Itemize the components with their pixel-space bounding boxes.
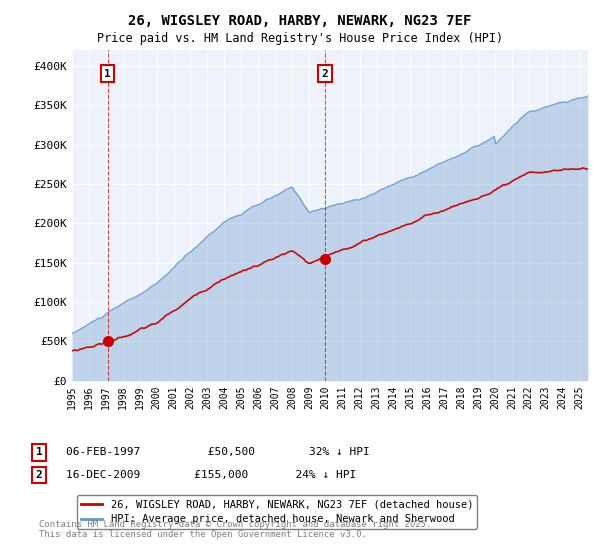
- Text: Contains HM Land Registry data © Crown copyright and database right 2025.
This d: Contains HM Land Registry data © Crown c…: [39, 520, 431, 539]
- Text: 2: 2: [322, 68, 328, 78]
- Legend: 26, WIGSLEY ROAD, HARBY, NEWARK, NG23 7EF (detached house), HPI: Average price, : 26, WIGSLEY ROAD, HARBY, NEWARK, NG23 7E…: [77, 495, 477, 529]
- Text: Price paid vs. HM Land Registry's House Price Index (HPI): Price paid vs. HM Land Registry's House …: [97, 32, 503, 45]
- Text: 1: 1: [104, 68, 111, 78]
- Text: 2: 2: [35, 470, 43, 480]
- Text: 16-DEC-2009        £155,000       24% ↓ HPI: 16-DEC-2009 £155,000 24% ↓ HPI: [66, 470, 356, 480]
- Text: 26, WIGSLEY ROAD, HARBY, NEWARK, NG23 7EF: 26, WIGSLEY ROAD, HARBY, NEWARK, NG23 7E…: [128, 14, 472, 28]
- Text: 1: 1: [35, 447, 43, 458]
- Text: 06-FEB-1997          £50,500        32% ↓ HPI: 06-FEB-1997 £50,500 32% ↓ HPI: [66, 447, 370, 458]
